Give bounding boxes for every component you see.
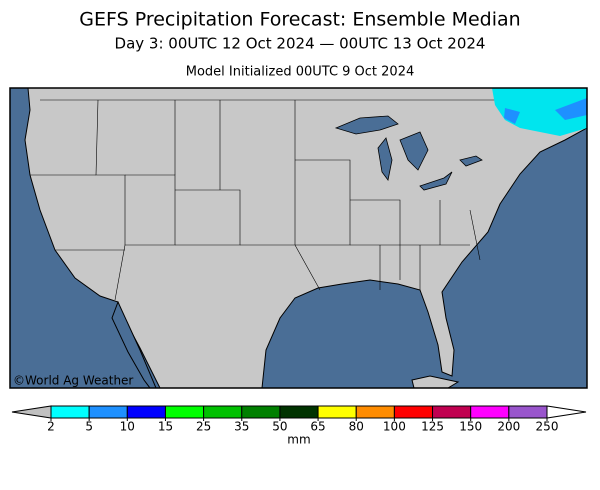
borders bbox=[30, 99, 587, 301]
precip-area-heavier bbox=[504, 98, 587, 124]
gulf-of-california bbox=[111, 300, 157, 389]
colorbar-swatch bbox=[355, 405, 395, 419]
colorbar-swatch bbox=[470, 405, 510, 419]
colorbar-swatch bbox=[279, 405, 319, 419]
colorbar-swatch bbox=[317, 405, 357, 419]
credit: ©World Ag Weather bbox=[13, 374, 133, 388]
colorbar-tick-label: 65 bbox=[310, 420, 325, 434]
colorbar-swatch bbox=[432, 405, 472, 419]
land bbox=[24, 87, 588, 389]
colorbar-tick-label: 50 bbox=[272, 420, 287, 434]
map: ©World Ag Weather bbox=[9, 87, 588, 389]
colorbar-tick-label: 2 bbox=[47, 420, 55, 434]
colorbar-under bbox=[11, 405, 52, 419]
great-lakes bbox=[334, 115, 483, 191]
colorbar-swatch bbox=[241, 405, 281, 419]
colorbar-swatch bbox=[88, 405, 128, 419]
colorbar-over bbox=[546, 405, 587, 419]
colorbar-tick-label: 10 bbox=[120, 420, 135, 434]
precip-area bbox=[492, 88, 587, 136]
colorbar-swatch bbox=[203, 405, 243, 419]
colorbar-tick-label: 5 bbox=[85, 420, 93, 434]
cuba bbox=[411, 375, 460, 389]
colorbar-tick-label: 150 bbox=[459, 420, 482, 434]
colorbar: 2 5 10 15 25 35 50 65 80 100 125 150 200 250 bbox=[11, 405, 587, 434]
colorbar-swatch bbox=[50, 405, 90, 419]
colorbar-unit: mm bbox=[287, 433, 310, 447]
colorbar-tick-label: 15 bbox=[158, 420, 173, 434]
subtitle: Day 3: 00UTC 12 Oct 2024 — 00UTC 13 Oct … bbox=[115, 35, 486, 53]
colorbar-swatch bbox=[393, 405, 434, 419]
colorbar-swatch bbox=[126, 405, 166, 419]
colorbar-swatch bbox=[164, 405, 205, 419]
colorbar-tick-label: 80 bbox=[349, 420, 364, 434]
colorbar-swatch bbox=[508, 405, 548, 419]
init-time: Model Initialized 00UTC 9 Oct 2024 bbox=[186, 65, 415, 80]
colorbar-tick-label: 35 bbox=[234, 420, 249, 434]
colorbar-tick-label: 200 bbox=[497, 420, 520, 434]
colorbar-tick-label: 125 bbox=[421, 420, 444, 434]
colorbar-tick-label: 25 bbox=[196, 420, 211, 434]
colorbar-tick-label: 250 bbox=[536, 420, 559, 434]
colorbar-tick-label: 100 bbox=[383, 420, 406, 434]
title: GEFS Precipitation Forecast: Ensemble Me… bbox=[79, 9, 520, 31]
map-frame bbox=[9, 87, 588, 389]
